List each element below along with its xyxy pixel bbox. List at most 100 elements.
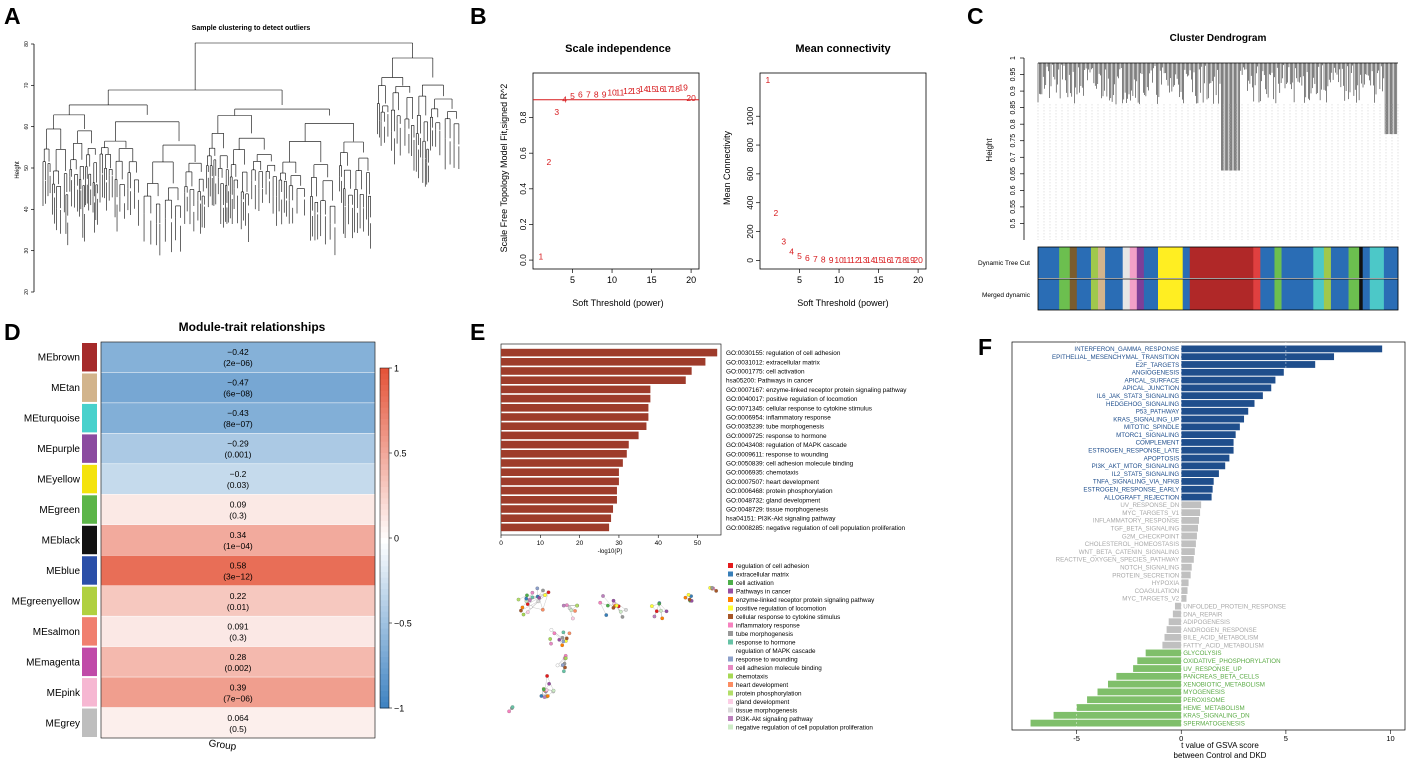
d-cell-pvalue: (3e−12): [223, 571, 253, 581]
f-bar-label: DNA_REPAIR: [1183, 611, 1223, 618]
panel-a-ticks: 20 30 40 50 60 70 80: [24, 41, 34, 295]
f-bar-label: COAGULATION: [1135, 588, 1180, 595]
f-bar: [1181, 384, 1272, 392]
b1-xlabel: Soft Threshold (power): [572, 298, 663, 308]
d-legend-gradient-step: [380, 515, 389, 522]
d-module-label: MEgreen: [39, 505, 80, 516]
a-y-tick-label: 40: [24, 206, 30, 212]
d-legend-gradient-step: [380, 634, 389, 641]
e-network-node: [620, 615, 625, 619]
f-bars: INTERFERON_GAMMA_RESPONSEEPITHELIAL_MESE…: [1030, 342, 1383, 730]
b2-point: 7: [813, 254, 818, 264]
b2-point: 4: [789, 247, 794, 257]
panel-e-enrichment: GO:0030155: regulation of cell adhesion G…: [499, 343, 907, 732]
e-network-node: [543, 593, 547, 597]
e-bar: [501, 348, 718, 357]
d-legend-gradient-step: [380, 674, 389, 681]
b2-point: 5: [797, 251, 802, 261]
f-bar-label: ADIPOGENESIS: [1183, 619, 1230, 626]
a-y-tick-label: 60: [24, 124, 30, 130]
e-bar-label: GO:0007507: heart development: [726, 479, 819, 486]
e-network-node: [536, 599, 541, 604]
c-y-tick-label: 0.6: [1010, 185, 1017, 195]
e-x-tick-label: 10: [537, 540, 545, 547]
d-module-swatch: [82, 525, 97, 555]
f-bar-label: BILE_ACID_METABOLISM: [1183, 635, 1258, 642]
b2-point: 17: [890, 255, 900, 265]
c-merged-module-color: [1260, 279, 1275, 310]
e-network-node: [542, 695, 547, 699]
e-network-node: [539, 694, 544, 698]
d-legend-gradient-step: [380, 628, 389, 635]
c-ticks: 0.5 0.55 0.6 0.65 0.7 0.75 0.8 0.85 0.9 0.95 1: [1010, 56, 1024, 228]
b1-y-tick-label: 0.4: [518, 183, 528, 195]
e-bar: [501, 477, 619, 486]
d-legend-gradient-step: [380, 458, 389, 465]
b1-point: 2: [546, 157, 551, 167]
e-network-node: [571, 616, 575, 621]
b2-point: 10: [834, 255, 844, 265]
f-bar-label: P53_PATHWAY: [1136, 409, 1179, 416]
f-bar-label: HYPOXIA: [1152, 580, 1180, 587]
b1-point: 20: [686, 93, 696, 103]
e-network-node: [575, 603, 579, 608]
d-module-swatch: [82, 556, 97, 585]
e-bar: [501, 459, 623, 467]
f-x-tick-label: 10: [1386, 734, 1394, 743]
b1-point: 9: [602, 89, 607, 99]
d-legend-gradient-step: [380, 407, 389, 414]
e-legend-label: tube morphogenesis: [736, 631, 793, 638]
e-network-node: [564, 636, 569, 641]
e-network-node: [555, 663, 560, 668]
e-legend-label: inflammatory response: [736, 623, 800, 630]
e-network-node: [525, 593, 529, 598]
e-network-node: [560, 635, 565, 640]
c-dynamic-module-color: [1253, 247, 1261, 278]
e-legend-swatch: [728, 580, 733, 585]
d-cell-pvalue: (0.001): [225, 450, 252, 460]
d-legend-gradient-step: [380, 492, 389, 499]
d-legend-gradient-step: [380, 611, 389, 618]
f-bar-label: INTERFERON_GAMMA_RESPONSE: [1074, 346, 1179, 353]
d-module-swatch: [82, 373, 97, 402]
d-heatmap-cell: [100, 372, 376, 404]
d-module-swatch: [82, 647, 97, 677]
b1-point: 11: [616, 88, 625, 98]
e-network-node: [545, 674, 549, 678]
panel-label-c: C: [967, 3, 984, 29]
e-network: [507, 586, 718, 714]
e-network-node: [618, 609, 623, 614]
d-cell-value: 0.22: [230, 591, 247, 601]
b1-y-tick-label: 0.6: [518, 147, 528, 159]
e-network-node: [601, 594, 605, 598]
d-legend-tick-label: 0.5: [394, 449, 407, 459]
f-bar-label: MYC_TARGETS_V1: [1122, 510, 1180, 517]
d-legend-gradient-step: [380, 555, 389, 562]
e-network-node: [650, 604, 654, 608]
e-bar: [501, 468, 619, 476]
e-bar: [501, 450, 627, 458]
e-network-node: [527, 598, 532, 603]
f-bar: [1174, 602, 1182, 610]
f-bar-label: APICAL_JUNCTION: [1123, 385, 1180, 392]
c-dynamic-module-color: [1059, 247, 1071, 278]
c-module-colors: [1037, 246, 1399, 311]
f-bar: [1181, 571, 1191, 579]
e-legend-label: enzyme-linked receptor protein signaling…: [736, 597, 875, 604]
d-module-label: MEmagenta: [26, 657, 80, 668]
c-merged-module-color: [1076, 279, 1092, 310]
e-network-node: [660, 616, 665, 621]
panel-label-e: E: [470, 319, 485, 345]
b2-point: 3: [781, 237, 786, 247]
e-bar-label: GO:0050839: cell adhesion molecule bindi…: [726, 461, 854, 468]
c-merged-module-color: [1090, 279, 1099, 310]
e-network-node: [548, 637, 552, 641]
d-heatmap-cell: [100, 524, 376, 556]
a-y-tick-label: 50: [24, 165, 30, 171]
f-bar-label: G2M_CHECKPOINT: [1122, 533, 1180, 540]
f-bar: [1181, 517, 1200, 524]
c-dynamic-module-color: [1359, 247, 1364, 278]
f-bar: [1030, 719, 1182, 727]
f-bar: [1181, 407, 1249, 415]
d-cell-pvalue: (2e−06): [223, 358, 253, 368]
